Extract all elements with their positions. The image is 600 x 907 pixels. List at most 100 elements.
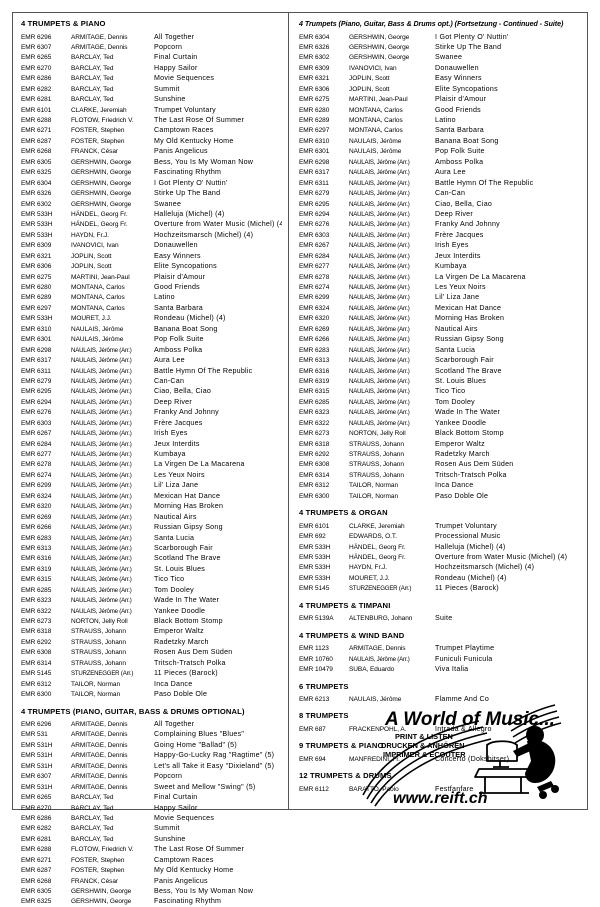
catalog-entry-row[interactable]: EMR 6286 BARCLAY, Ted Movie Sequences	[21, 73, 282, 83]
catalog-entry-row[interactable]: EMR 6297 MONTANA, Carlos Santa Barbara	[21, 303, 282, 313]
catalog-entry-row[interactable]: EMR 6286 BARCLAY, Ted Movie Sequences	[21, 813, 282, 823]
catalog-entry-row[interactable]: EMR 531H ARMITAGE, Dennis Sweet and Mellow…	[21, 782, 282, 792]
catalog-entry-row[interactable]: EMR 6289 MONTANA, Carlos Latino	[21, 292, 282, 302]
catalog-entry-row[interactable]: EMR 6308 STRAUSS, Johann Rosen Aus Dem Süd…	[299, 459, 581, 469]
catalog-entry-row[interactable]: EMR 6267 NAULAIS, Jérôme (Arr.) Irish Eyes	[21, 428, 282, 438]
catalog-entry-row[interactable]: EMR 6309 IVANOVICI, Ivan Donauwellen	[299, 63, 581, 73]
catalog-entry-row[interactable]: EMR 6281 BARCLAY, Ted Sunshine	[21, 94, 282, 104]
catalog-entry-row[interactable]: EMR 6275 MARTINI, Jean-Paul Plaisir d'Amou…	[299, 94, 581, 104]
catalog-entry-row[interactable]: EMR 6307 ARMITAGE, Dennis Popcorn	[21, 771, 282, 781]
catalog-entry-row[interactable]: EMR 533H HAYDN, Fr.J. Hochzeitsmarsch (Mic…	[299, 562, 581, 572]
catalog-entry-row[interactable]: EMR 6279 NAULAIS, Jérôme (Arr.) Can-Can	[21, 376, 282, 386]
catalog-entry-row[interactable]: EMR 6101 CLARKE, Jeremiah Trumpet Voluntar…	[299, 521, 581, 531]
catalog-entry-row[interactable]: EMR 6321 JOPLIN, Scott Easy Winners	[299, 73, 581, 83]
catalog-entry-row[interactable]: EMR 6269 NAULAIS, Jérôme (Arr.) Nautical A…	[21, 512, 282, 522]
catalog-entry-row[interactable]: EMR 533H HÄNDEL, Georg Fr. Overture from W…	[21, 219, 282, 229]
catalog-entry-row[interactable]: EMR 531 ARMITAGE, Dennis Complaining Blues…	[21, 729, 282, 739]
catalog-entry-row[interactable]: EMR 6288 FLOTOW, Friedrich V. The Last Ros…	[21, 115, 282, 125]
catalog-entry-row[interactable]: EMR 6269 NAULAIS, Jérôme (Arr.) Nautical A…	[299, 324, 581, 334]
catalog-entry-row[interactable]: EMR 6268 FRANCK, César Panis Angelicus	[21, 876, 282, 886]
catalog-entry-row[interactable]: EMR 6316 NAULAIS, Jérôme (Arr.) Scotland T…	[299, 366, 581, 376]
catalog-entry-row[interactable]: EMR 6268 FRANCK, César Panis Angelicus	[21, 146, 282, 156]
catalog-entry-row[interactable]: EMR 6294 NAULAIS, Jérôme (Arr.) Deep River	[299, 209, 581, 219]
catalog-entry-row[interactable]: EMR 6283 NAULAIS, Jérôme (Arr.) Santa Luci…	[21, 533, 282, 543]
catalog-entry-row[interactable]: EMR 6274 NAULAIS, Jérôme (Arr.) Les Yeux N…	[299, 282, 581, 292]
catalog-entry-row[interactable]: EMR 5145 STURZENEGGER (Arr.) 11 Pieces (Ba…	[299, 583, 581, 593]
catalog-entry-row[interactable]: EMR 533H HÄNDEL, Georg Fr. Halleluja (Mich…	[299, 542, 581, 552]
catalog-entry-row[interactable]: EMR 6280 MONTANA, Carlos Good Friends	[299, 105, 581, 115]
catalog-entry-row[interactable]: EMR 6310 NAULAIS, Jérôme Banana Boat Song	[21, 324, 282, 334]
catalog-entry-row[interactable]: EMR 6101 CLARKE, Jeremiah Trumpet Voluntar…	[21, 105, 282, 115]
catalog-entry-row[interactable]: EMR 533H HAYDN, Fr.J. Hochzeitsmarsch (Mic…	[21, 230, 282, 240]
catalog-entry-row[interactable]: EMR 6266 NAULAIS, Jérôme (Arr.) Russian Gi…	[299, 334, 581, 344]
catalog-entry-row[interactable]: EMR 694 MANFREDINI, Fr. Concerto (Dokshits…	[299, 754, 581, 764]
catalog-entry-row[interactable]: EMR 6315 NAULAIS, Jérôme (Arr.) Tico Tico	[21, 574, 282, 584]
catalog-entry-row[interactable]: EMR 6315 NAULAIS, Jérôme (Arr.) Tico Tico	[299, 386, 581, 396]
catalog-entry-row[interactable]: EMR 6288 FLOTOW, Friedrich V. The Last Ros…	[21, 844, 282, 854]
catalog-entry-row[interactable]: EMR 6317 NAULAIS, Jérôme (Arr.) Aura Lee	[299, 167, 581, 177]
catalog-entry-row[interactable]: EMR 6323 NAULAIS, Jérôme (Arr.) Wade In Th…	[299, 407, 581, 417]
catalog-entry-row[interactable]: EMR 6305 GERSHWIN, George Bess, You Is My …	[21, 886, 282, 896]
catalog-entry-row[interactable]: EMR 6324 NAULAIS, Jérôme (Arr.) Mexican Ha…	[21, 491, 282, 501]
catalog-entry-row[interactable]: EMR 6322 NAULAIS, Jérôme (Arr.) Yankee Doo…	[21, 606, 282, 616]
catalog-entry-row[interactable]: EMR 6319 NAULAIS, Jérôme (Arr.) St. Louis …	[21, 564, 282, 574]
catalog-entry-row[interactable]: EMR 6326 GERSHWIN, George Stirke Up The Ba…	[299, 42, 581, 52]
catalog-entry-row[interactable]: EMR 6276 NAULAIS, Jérôme (Arr.) Franky And…	[21, 407, 282, 417]
catalog-entry-row[interactable]: EMR 692 EDWARDS, O.T. Processional Music	[299, 531, 581, 541]
catalog-entry-row[interactable]: EMR 533H MOURET, J.J. Rondeau (Michel) (4)	[299, 573, 581, 583]
catalog-entry-row[interactable]: EMR 6301 NAULAIS, Jérôme Pop Folk Suite	[299, 146, 581, 156]
catalog-entry-row[interactable]: EMR 6295 NAULAIS, Jérôme (Arr.) Ciao, Bell…	[21, 386, 282, 396]
catalog-entry-row[interactable]: EMR 1123 ARMITAGE, Dennis Trumpet Playtime	[299, 643, 581, 653]
catalog-entry-row[interactable]: EMR 5139A ALTENBURG, Johann Suite	[299, 613, 581, 623]
catalog-entry-row[interactable]: EMR 6277 NAULAIS, Jérôme (Arr.) Kumbaya	[21, 449, 282, 459]
catalog-entry-row[interactable]: EMR 6320 NAULAIS, Jérôme (Arr.) Morning Ha…	[299, 313, 581, 323]
catalog-entry-row[interactable]: EMR 6270 BARCLAY, Ted Happy Sailor	[21, 803, 282, 813]
catalog-entry-row[interactable]: EMR 6280 MONTANA, Carlos Good Friends	[21, 282, 282, 292]
catalog-entry-row[interactable]: EMR 6305 GERSHWIN, George Bess, You Is My …	[21, 157, 282, 167]
catalog-entry-row[interactable]: EMR 6278 NAULAIS, Jérôme (Arr.) La Virgen …	[299, 272, 581, 282]
catalog-entry-row[interactable]: EMR 531H ARMITAGE, Dennis Going Home "Ball…	[21, 740, 282, 750]
catalog-entry-row[interactable]: EMR 6297 MONTANA, Carlos Santa Barbara	[299, 125, 581, 135]
catalog-entry-row[interactable]: EMR 6318 STRAUSS, Johann Emperor Waltz	[21, 626, 282, 636]
catalog-entry-row[interactable]: EMR 6318 STRAUSS, Johann Emperor Waltz	[299, 439, 581, 449]
catalog-entry-row[interactable]: EMR 6299 NAULAIS, Jérôme (Arr.) Lil' Liza …	[299, 292, 581, 302]
catalog-entry-row[interactable]: EMR 6271 FOSTER, Stephen Camptown Races	[21, 855, 282, 865]
catalog-entry-row[interactable]: EMR 6292 STRAUSS, Johann Radetzky March	[299, 449, 581, 459]
catalog-entry-row[interactable]: EMR 6309 IVANOVICI, Ivan Donauwellen	[21, 240, 282, 250]
catalog-entry-row[interactable]: EMR 6303 NAULAIS, Jérôme (Arr.) Frère Jacq…	[299, 230, 581, 240]
catalog-entry-row[interactable]: EMR 6312 TAILOR, Norman Inca Dance	[299, 480, 581, 490]
catalog-entry-row[interactable]: EMR 6285 NAULAIS, Jérôme (Arr.) Tom Dooley	[299, 397, 581, 407]
catalog-entry-row[interactable]: EMR 6321 JOPLIN, Scott Easy Winners	[21, 251, 282, 261]
catalog-entry-row[interactable]: EMR 6273 NORTON, Jelly Roll Black Bottom S…	[299, 428, 581, 438]
catalog-entry-row[interactable]: EMR 6284 NAULAIS, Jérôme (Arr.) Jeux Inter…	[21, 439, 282, 449]
catalog-entry-row[interactable]: EMR 6282 BARCLAY, Ted Summit	[21, 823, 282, 833]
catalog-entry-row[interactable]: EMR 533H MOURET, J.J. Rondeau (Michel) (4)	[21, 313, 282, 323]
catalog-entry-row[interactable]: EMR 6313 NAULAIS, Jérôme (Arr.) Scarboroug…	[21, 543, 282, 553]
catalog-entry-row[interactable]: EMR 6314 STRAUSS, Johann Tritsch-Tratsch P…	[21, 658, 282, 668]
catalog-entry-row[interactable]: EMR 531H ARMITAGE, Dennis Happy-Go-Lucky R…	[21, 750, 282, 760]
catalog-entry-row[interactable]: EMR 531H ARMITAGE, Dennis Let's all Take i…	[21, 761, 282, 771]
catalog-entry-row[interactable]: EMR 6304 GERSHWIN, George I Got Plenty O' …	[21, 178, 282, 188]
catalog-entry-row[interactable]: EMR 6295 NAULAIS, Jérôme (Arr.) Ciao, Bell…	[299, 199, 581, 209]
catalog-entry-row[interactable]: EMR 6308 STRAUSS, Johann Rosen Aus Dem Süd…	[21, 647, 282, 657]
catalog-entry-row[interactable]: EMR 6292 STRAUSS, Johann Radetzky March	[21, 637, 282, 647]
catalog-entry-row[interactable]: EMR 6310 NAULAIS, Jérôme Banana Boat Song	[299, 136, 581, 146]
catalog-entry-row[interactable]: EMR 6302 GERSHWIN, George Swanee	[21, 199, 282, 209]
catalog-entry-row[interactable]: EMR 6279 NAULAIS, Jérôme (Arr.) Can-Can	[299, 188, 581, 198]
catalog-entry-row[interactable]: EMR 6319 NAULAIS, Jérôme (Arr.) St. Louis …	[299, 376, 581, 386]
catalog-entry-row[interactable]: EMR 6275 MARTINI, Jean-Paul Plaisir d'Amou…	[21, 272, 282, 282]
catalog-entry-row[interactable]: EMR 6323 NAULAIS, Jérôme (Arr.) Wade In Th…	[21, 595, 282, 605]
catalog-entry-row[interactable]: EMR 6324 NAULAIS, Jérôme (Arr.) Mexican Ha…	[299, 303, 581, 313]
catalog-entry-row[interactable]: EMR 10760 NAULAIS, Jérôme (Arr.) Funiculi …	[299, 654, 581, 664]
catalog-entry-row[interactable]: EMR 6320 NAULAIS, Jérôme (Arr.) Morning Ha…	[21, 501, 282, 511]
catalog-entry-row[interactable]: EMR 6299 NAULAIS, Jérôme (Arr.) Lil' Liza …	[21, 480, 282, 490]
catalog-entry-row[interactable]: EMR 6322 NAULAIS, Jérôme (Arr.) Yankee Doo…	[299, 418, 581, 428]
catalog-entry-row[interactable]: EMR 6270 BARCLAY, Ted Happy Sailor	[21, 63, 282, 73]
catalog-entry-row[interactable]: EMR 533H HÄNDEL, Georg Fr. Overture from W…	[299, 552, 581, 562]
catalog-entry-row[interactable]: EMR 6326 GERSHWIN, George Stirke Up The Ba…	[21, 188, 282, 198]
catalog-entry-row[interactable]: EMR 6276 NAULAIS, Jérôme (Arr.) Franky And…	[299, 219, 581, 229]
catalog-entry-row[interactable]: EMR 6302 GERSHWIN, George Swanee	[299, 52, 581, 62]
catalog-entry-row[interactable]: EMR 6304 GERSHWIN, George I Got Plenty O' …	[299, 32, 581, 42]
catalog-entry-row[interactable]: EMR 6281 BARCLAY, Ted Sunshine	[21, 834, 282, 844]
catalog-entry-row[interactable]: EMR 6274 NAULAIS, Jérôme (Arr.) Les Yeux N…	[21, 470, 282, 480]
